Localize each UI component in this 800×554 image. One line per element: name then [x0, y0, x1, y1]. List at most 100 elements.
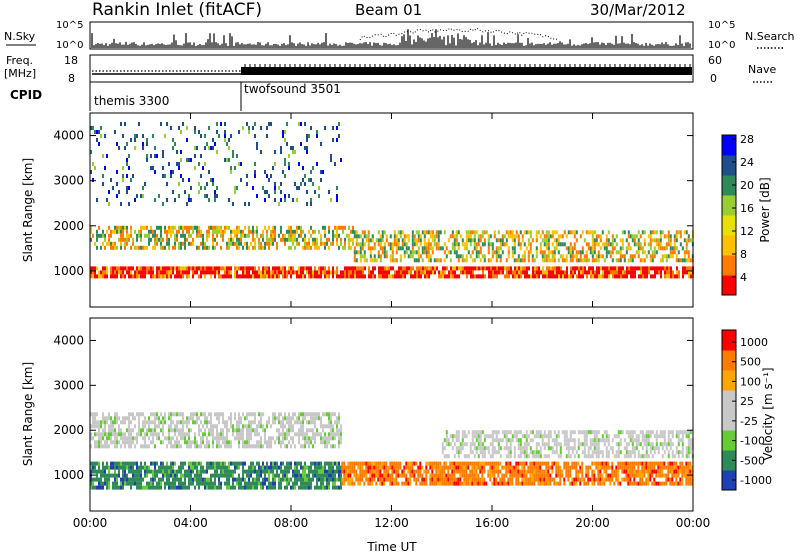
- heatmap-cell: [449, 250, 452, 255]
- heatmap-cell: [98, 461, 100, 466]
- heatmap-cell: [298, 485, 300, 490]
- heatmap-cell: [182, 465, 184, 470]
- heatmap-cell: [310, 178, 312, 182]
- heatmap-cell: [421, 246, 424, 251]
- heatmap-cell: [416, 266, 418, 271]
- heatmap-cell: [577, 477, 580, 482]
- heatmap-cell: [168, 436, 170, 441]
- heatmap-cell: [602, 266, 604, 271]
- heatmap-cell: [353, 461, 356, 466]
- heatmap-cell: [294, 477, 296, 482]
- heatmap-cell: [490, 266, 492, 271]
- heatmap-cell: [523, 254, 526, 259]
- heatmap-cell: [493, 477, 496, 482]
- heatmap-cell: [306, 432, 308, 437]
- heatmap-cell: [447, 442, 450, 447]
- heatmap-cell: [276, 428, 278, 433]
- heatmap-cell: [489, 465, 492, 470]
- heatmap-cell: [404, 270, 406, 275]
- heatmap-cell: [174, 225, 176, 230]
- heatmap-cell: [617, 461, 620, 466]
- heatmap-cell: [318, 274, 320, 279]
- heatmap-cell: [274, 412, 276, 417]
- heatmap-cell: [130, 233, 132, 238]
- heatmap-cell: [246, 241, 248, 246]
- heatmap-cell: [487, 473, 490, 478]
- heatmap-cell: [216, 225, 218, 230]
- heatmap-cell: [312, 241, 314, 246]
- heatmap-cell: [646, 266, 648, 271]
- heatmap-cell: [316, 270, 318, 275]
- heatmap-cell: [613, 238, 616, 243]
- heatmap-cell: [102, 241, 104, 246]
- heatmap-cell: [393, 465, 396, 470]
- heatmap-cell: [673, 465, 676, 470]
- heatmap-cell: [395, 242, 398, 247]
- heatmap-cell: [248, 420, 250, 425]
- heatmap-cell: [300, 233, 302, 238]
- heatmap-cell: [164, 245, 166, 250]
- heatmap-cell: [90, 465, 92, 470]
- heatmap-cell: [92, 266, 94, 271]
- heatmap-cell: [381, 473, 384, 478]
- heatmap-cell: [340, 241, 342, 246]
- heatmap-cell: [601, 254, 604, 259]
- heatmap-cell: [296, 481, 298, 486]
- heatmap-cell: [174, 142, 176, 146]
- heatmap-cell: [358, 274, 360, 279]
- heatmap-cell: [196, 412, 198, 417]
- heatmap-cell: [455, 481, 458, 486]
- heatmap-cell: [272, 274, 274, 279]
- heatmap-cell: [429, 473, 432, 478]
- heatmap-cell: [432, 266, 434, 271]
- heatmap-cell: [96, 237, 98, 242]
- heatmap-cell: [186, 485, 188, 490]
- heatmap-cell: [134, 461, 136, 466]
- heatmap-cell: [547, 465, 550, 470]
- heatmap-cell: [224, 436, 226, 441]
- heatmap-cell: [334, 432, 336, 437]
- heatmap-cell: [409, 461, 412, 466]
- heatmap-cell: [302, 266, 304, 271]
- heatmap-cell: [206, 444, 208, 449]
- heatmap-cell: [397, 481, 400, 486]
- heatmap-cell: [687, 461, 690, 466]
- heatmap-cell: [204, 432, 206, 437]
- heatmap-cell: [200, 477, 202, 482]
- heatmap-cell: [599, 234, 602, 239]
- heatmap-cell: [154, 444, 156, 449]
- heatmap-cell: [218, 270, 220, 275]
- heatmap-cell: [132, 477, 134, 482]
- heatmap-cell: [467, 234, 470, 239]
- heatmap-cell: [198, 130, 200, 134]
- heatmap-cell: [246, 182, 248, 186]
- heatmap-cell: [236, 229, 238, 234]
- heatmap-cell: [457, 450, 460, 455]
- heatmap-cell: [659, 481, 662, 486]
- heatmap-cell: [461, 442, 464, 447]
- heatmap-cell: [144, 440, 146, 445]
- heatmap-cell: [455, 242, 458, 247]
- heatmap-cell: [190, 233, 192, 238]
- heatmap-cell: [328, 440, 330, 445]
- heatmap-cell: [144, 461, 146, 466]
- heatmap-cell: [422, 266, 424, 271]
- heatmap-cell: [435, 246, 438, 251]
- heatmap-cell: [573, 465, 576, 470]
- range-tick-label: 1000: [53, 264, 84, 278]
- heatmap-cell: [669, 469, 672, 474]
- heatmap-cell: [202, 432, 204, 437]
- heatmap-cell: [142, 270, 144, 275]
- heatmap-cell: [551, 254, 554, 259]
- heatmap-cell: [260, 444, 262, 449]
- heatmap-cell: [459, 465, 462, 470]
- heatmap-cell: [535, 469, 538, 474]
- heatmap-cell: [459, 446, 462, 451]
- heatmap-cell: [410, 266, 412, 271]
- heatmap-cell: [152, 166, 154, 170]
- heatmap-cell: [672, 274, 674, 279]
- heatmap-cell: [647, 465, 650, 470]
- heatmap-cell: [172, 138, 174, 142]
- heatmap-cell: [170, 440, 172, 445]
- heatmap-cell: [609, 481, 612, 486]
